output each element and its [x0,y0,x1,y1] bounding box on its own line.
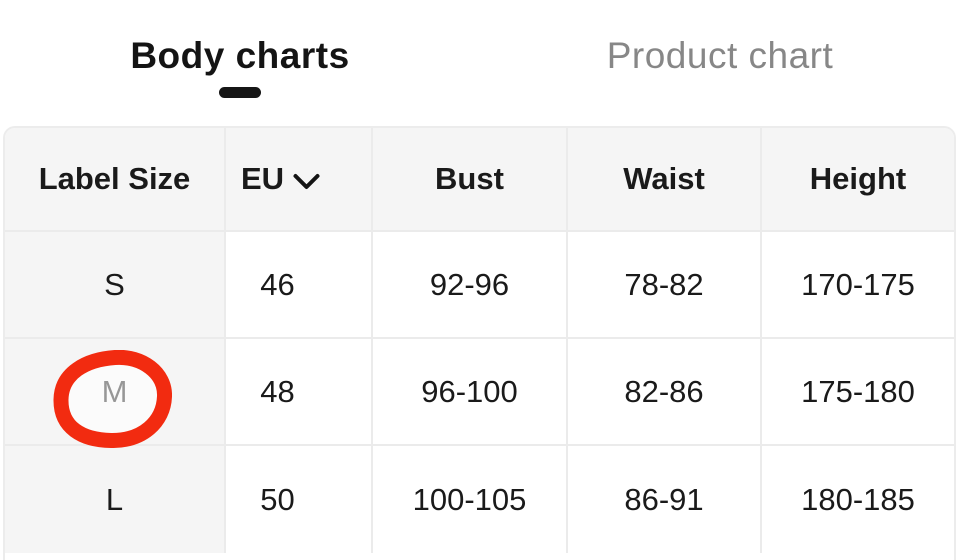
cell-m-eu: 48 [226,339,373,446]
header-row: Label Size EU Bust Waist Height [5,128,954,232]
cell-size-m: M [5,339,226,446]
cell-l-waist: 86-91 [568,446,762,553]
cell-size-s: S [5,232,226,339]
cell-m-height: 175-180 [762,339,954,446]
table-row-l: L 50 100-105 86-91 180-185 [5,446,954,553]
cell-s-height: 170-175 [762,232,954,339]
column-header-eu[interactable]: EU [226,128,373,232]
column-header-height: Height [762,128,954,232]
cell-s-waist: 78-82 [568,232,762,339]
cell-s-bust: 92-96 [373,232,568,339]
column-header-bust: Bust [373,128,568,232]
column-header-label-size: Label Size [5,128,226,232]
tab-body-charts[interactable]: Body charts [0,34,480,126]
chevron-down-icon [293,173,320,189]
tab-product-chart-label: Product chart [606,35,834,76]
cell-l-height: 180-185 [762,446,954,553]
active-tab-indicator [219,87,261,98]
tab-bar: Body charts Product chart [0,0,960,126]
tab-body-charts-label: Body charts [130,35,350,76]
cell-l-bust: 100-105 [373,446,568,553]
cell-size-l: L [5,446,226,553]
table-row-s: S 46 92-96 78-82 170-175 [5,232,954,339]
table-row-m: M 48 96-100 82-86 175-180 [5,339,954,446]
cell-l-eu: 50 [226,446,373,553]
cell-m-waist: 82-86 [568,339,762,446]
size-chart-table: Label Size EU Bust Waist Height S 46 [3,126,956,560]
column-header-waist: Waist [568,128,762,232]
cell-m-bust: 96-100 [373,339,568,446]
cell-s-eu: 46 [226,232,373,339]
column-header-eu-label: EU [241,161,285,196]
tab-product-chart[interactable]: Product chart [480,34,960,126]
